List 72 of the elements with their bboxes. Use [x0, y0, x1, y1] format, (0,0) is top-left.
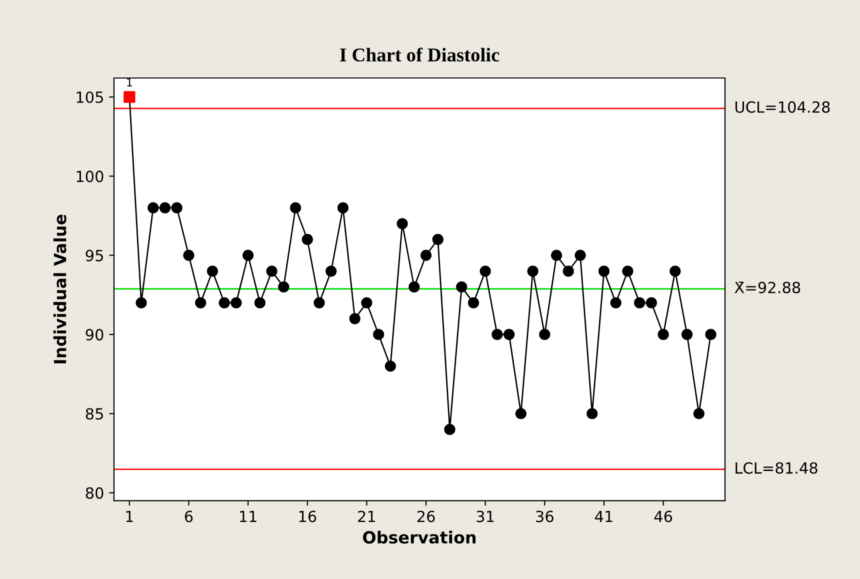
- x-tick-label: 26: [417, 510, 435, 522]
- point: [658, 328, 669, 340]
- x-tick-label: 16: [299, 510, 316, 522]
- point: [550, 250, 562, 261]
- point: [622, 266, 634, 277]
- point: [480, 266, 491, 277]
- point: [396, 218, 408, 230]
- point: [373, 328, 384, 340]
- point: [290, 202, 302, 214]
- ref-line-label: UCL=104.28: [735, 101, 830, 113]
- point: [634, 297, 646, 308]
- point: [230, 297, 242, 308]
- point: [314, 297, 325, 308]
- x-tick-label: 1: [126, 510, 133, 522]
- point: [468, 297, 480, 308]
- point: [337, 202, 349, 214]
- point: [278, 281, 290, 293]
- point: [206, 266, 218, 277]
- point: [705, 328, 716, 340]
- point: [361, 297, 372, 308]
- point: [254, 297, 266, 308]
- ref-line-label: LCL=81.48: [736, 462, 818, 474]
- point: [574, 250, 586, 261]
- point: [242, 250, 254, 261]
- point: [159, 202, 171, 214]
- point: [326, 266, 337, 277]
- point: [670, 266, 681, 277]
- point: [432, 234, 444, 246]
- x-tick-label: 46: [654, 510, 672, 522]
- point: [183, 250, 194, 261]
- point: [195, 297, 206, 308]
- annotation: 1: [127, 78, 132, 86]
- point: [646, 297, 657, 308]
- point: [148, 202, 159, 214]
- point: [586, 408, 598, 420]
- point: [384, 360, 396, 372]
- x-tick-label: 36: [536, 510, 554, 522]
- point: [598, 266, 610, 277]
- point: [302, 234, 313, 246]
- y-tick-label: 80: [86, 487, 104, 499]
- point: [408, 281, 420, 293]
- point: [681, 328, 693, 340]
- point: [527, 266, 538, 277]
- point: [539, 328, 550, 340]
- point: [515, 408, 526, 420]
- y-tick-label: 95: [86, 250, 103, 262]
- point: [492, 328, 503, 340]
- y-axis-title: Individual Value: [53, 214, 66, 364]
- chart-title: I Chart of Diastolic: [340, 48, 500, 62]
- x-tick-label: 31: [476, 510, 494, 522]
- point: [562, 266, 574, 277]
- y-tick-label: 85: [86, 408, 103, 420]
- x-tick-label: 21: [358, 510, 376, 522]
- point: [693, 408, 704, 420]
- point: [136, 297, 147, 308]
- x-axis-title: Observation: [363, 530, 476, 544]
- point: [444, 424, 456, 436]
- point: [266, 266, 278, 277]
- point: [504, 328, 515, 340]
- point: [349, 313, 360, 324]
- ref-line-label: X̄=92.88: [734, 282, 800, 294]
- point: [610, 297, 622, 308]
- point: [171, 202, 182, 214]
- point: [218, 297, 230, 308]
- point: [456, 281, 468, 293]
- y-tick-label: 105: [76, 91, 103, 104]
- y-tick-label: 90: [86, 328, 104, 340]
- point: [420, 250, 432, 261]
- y-tick-label: 100: [76, 170, 104, 182]
- x-tick-label: 11: [240, 510, 256, 522]
- x-tick-label: 41: [595, 510, 612, 522]
- x-tick-label: 6: [184, 510, 193, 522]
